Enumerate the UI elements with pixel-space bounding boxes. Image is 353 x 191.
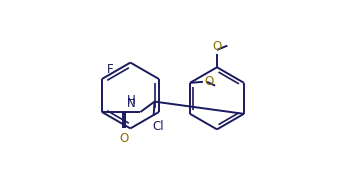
Text: O: O: [204, 75, 213, 88]
Text: N: N: [127, 97, 136, 110]
Text: O: O: [119, 132, 128, 145]
Text: Cl: Cl: [152, 121, 164, 134]
Text: F: F: [107, 63, 113, 76]
Text: H: H: [127, 94, 136, 107]
Text: O: O: [213, 40, 222, 53]
